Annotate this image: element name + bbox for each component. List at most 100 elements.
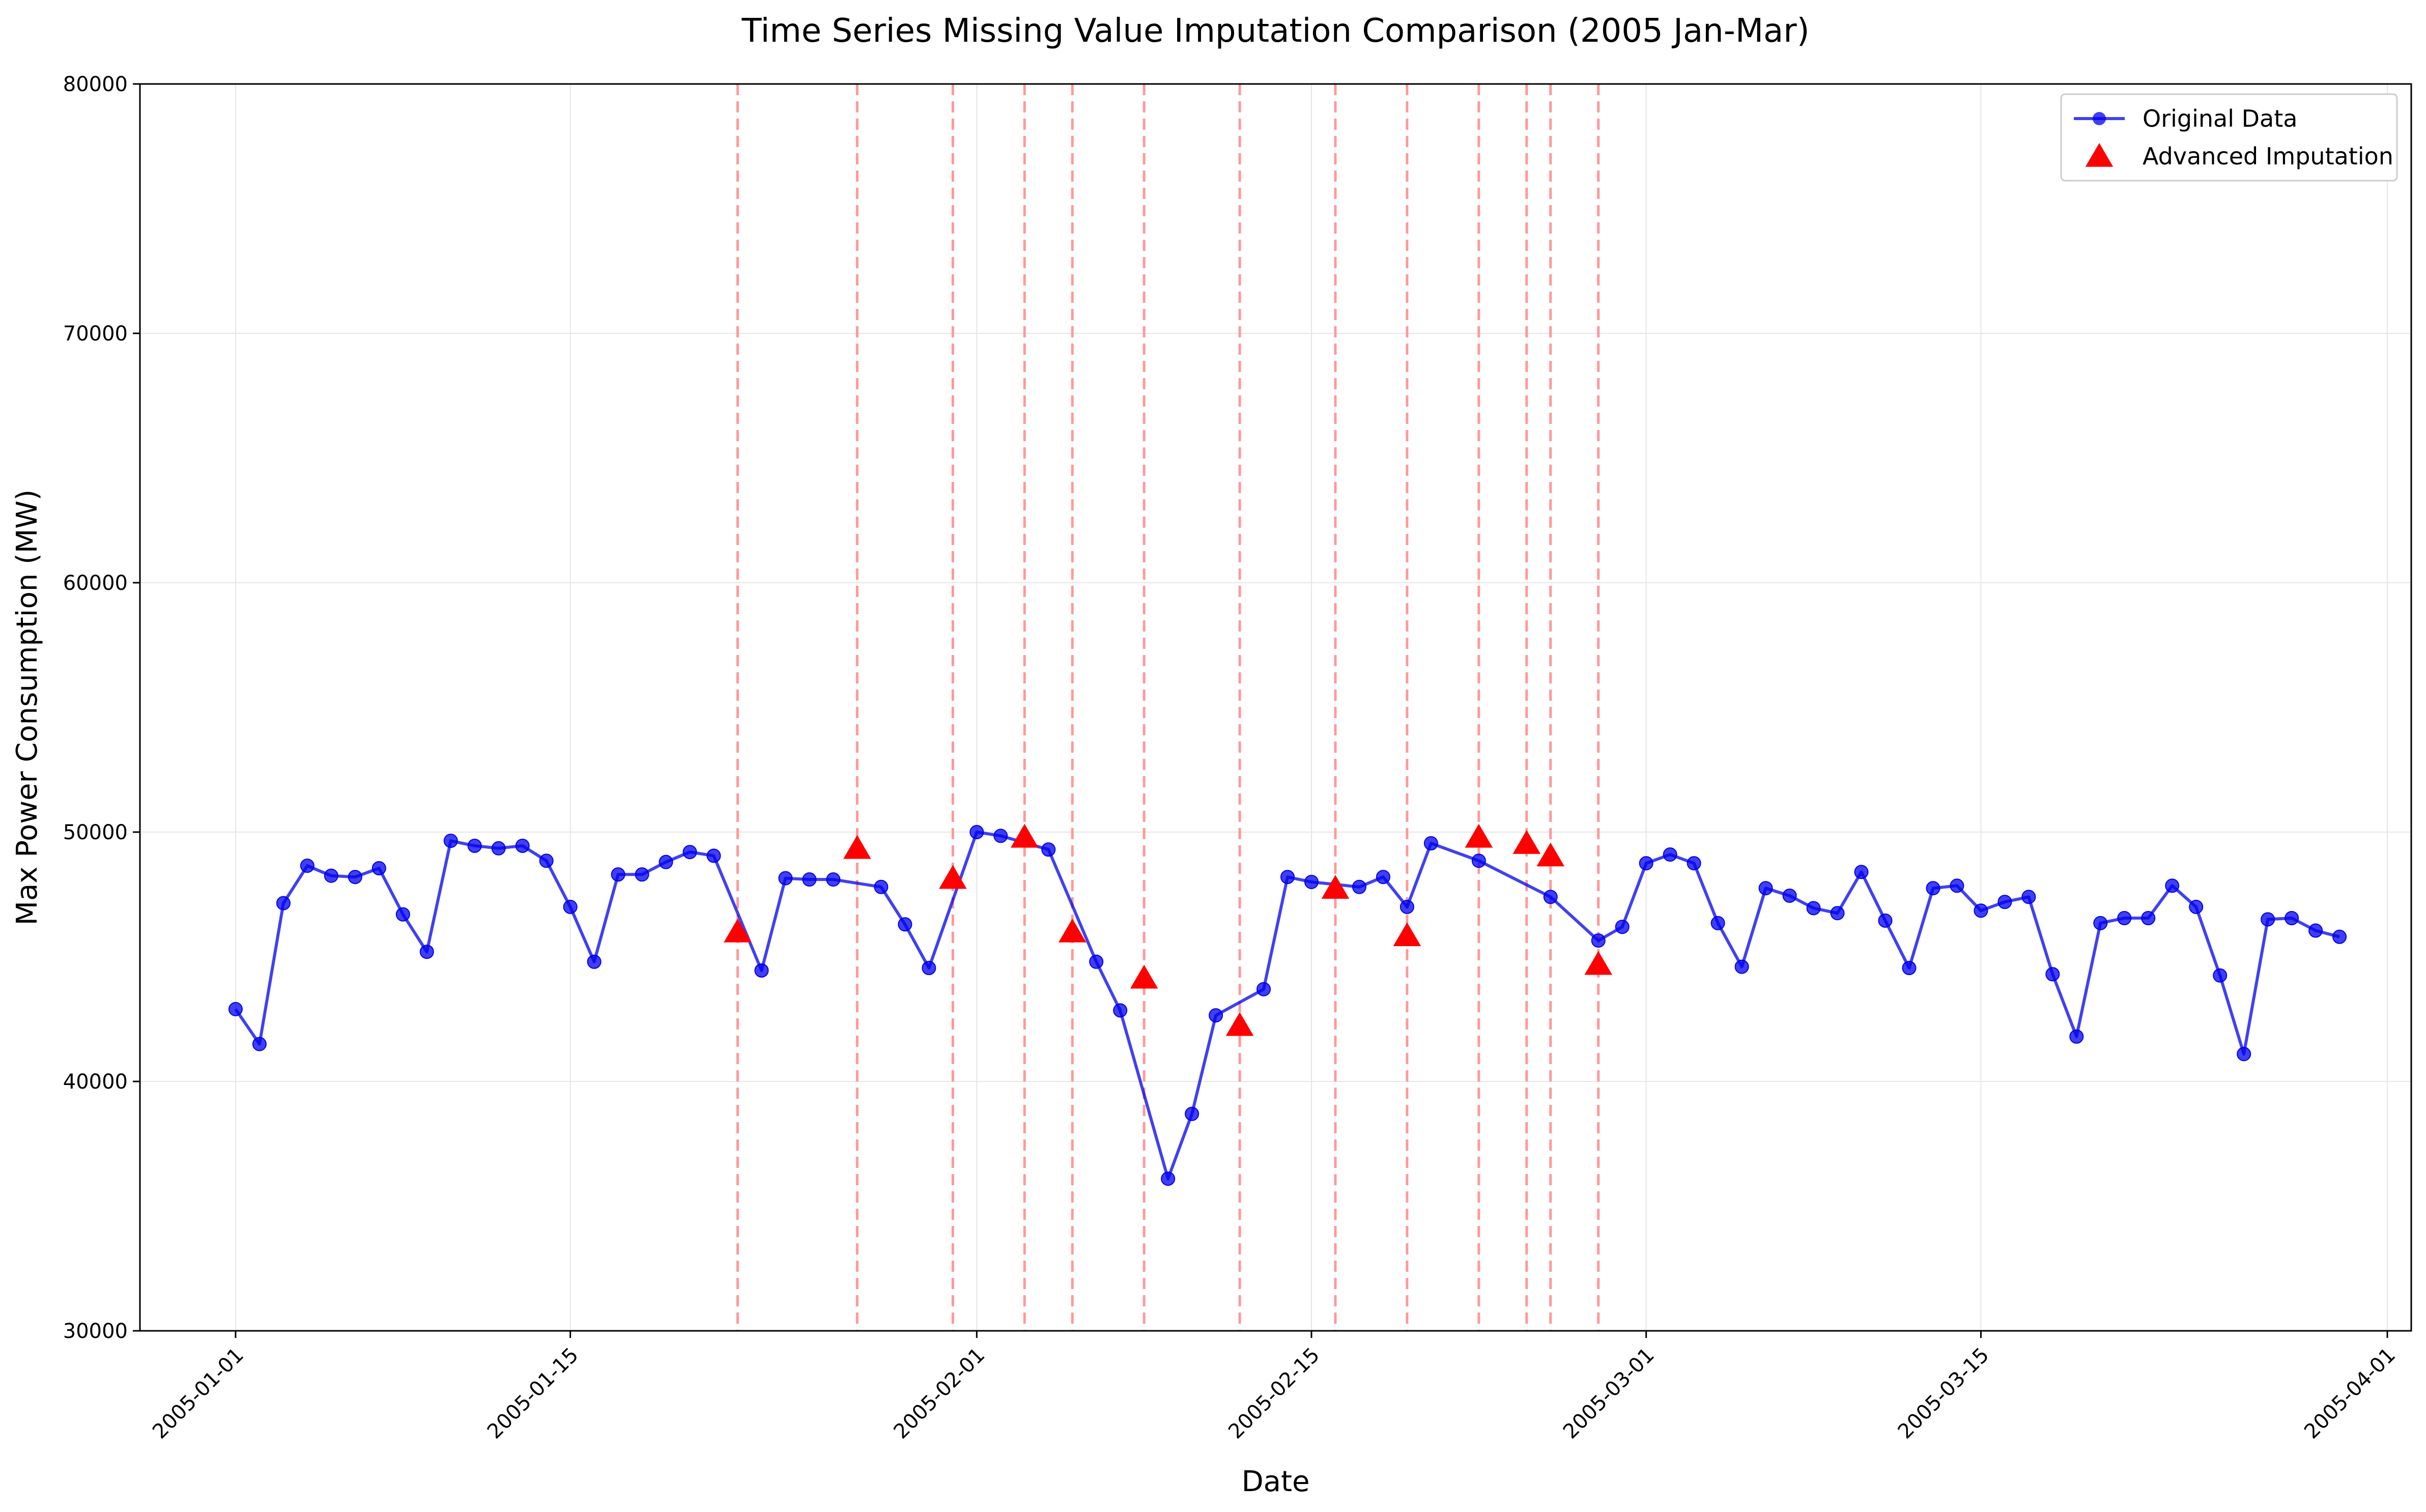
original-data-point xyxy=(922,961,936,976)
y-axis-label: Max Power Consumption (MW) xyxy=(11,490,44,926)
y-tick-label: 80000 xyxy=(63,73,128,96)
plot-frame xyxy=(139,83,2412,1332)
imputed-data-point xyxy=(1321,875,1350,899)
original-data-point xyxy=(682,845,697,860)
original-data-point xyxy=(1280,870,1295,885)
imputed-data-point xyxy=(1584,951,1613,975)
imputed-data-point xyxy=(1058,919,1087,943)
original-data-point xyxy=(372,861,386,876)
original-data-point xyxy=(563,900,578,914)
original-data-point xyxy=(395,907,410,922)
original-data-point xyxy=(659,854,673,869)
original-data-point xyxy=(1878,913,1893,928)
imputed-data-point xyxy=(1010,823,1039,848)
original-data-point xyxy=(2308,923,2323,938)
original-data-point xyxy=(2285,911,2299,926)
original-data-point xyxy=(1639,856,1653,871)
original-data-point xyxy=(1806,901,1821,916)
original-data-point xyxy=(611,867,625,882)
original-data-point xyxy=(635,867,649,882)
original-data-point xyxy=(1400,900,1414,914)
original-data-point xyxy=(1950,878,1964,893)
original-data-point xyxy=(2189,900,2204,914)
original-data-point xyxy=(1926,881,1940,896)
imputed-data-point xyxy=(938,865,967,889)
original-data-point xyxy=(1687,856,1701,871)
imputed-data-point xyxy=(724,919,752,943)
original-data-point xyxy=(515,838,530,853)
imputed-data-point xyxy=(1225,1012,1254,1036)
original-data-point xyxy=(539,853,554,868)
original-data-point xyxy=(1376,870,1390,885)
original-data-point xyxy=(1089,954,1104,969)
original-data-point xyxy=(2045,967,2060,982)
original-data-point xyxy=(898,917,912,932)
original-data-point xyxy=(2117,911,2132,926)
legend-box xyxy=(2060,93,2398,182)
original-data-point xyxy=(1902,961,1917,976)
original-data-point xyxy=(1830,906,1845,921)
original-data-point xyxy=(1782,888,1797,903)
original-data-point xyxy=(419,945,434,959)
original-data-point xyxy=(2021,890,2036,904)
imputed-data-point xyxy=(1512,830,1541,854)
imputed-data-point xyxy=(843,835,871,859)
original-data-point xyxy=(706,848,721,863)
legend-label-imputed: Advanced Imputation xyxy=(2143,142,2393,170)
original-data-point xyxy=(1758,881,1773,896)
original-data-point xyxy=(2165,878,2180,893)
original-data-point xyxy=(1041,842,1056,857)
original-data-point xyxy=(1615,920,1630,934)
original-data-point xyxy=(1471,853,1486,868)
imputed-data-point xyxy=(1465,823,1493,848)
original-data-point xyxy=(2141,911,2156,926)
legend: Original Data Advanced Imputation xyxy=(2060,93,2398,182)
original-data-point xyxy=(2261,912,2275,927)
original-data-point xyxy=(1185,1106,1200,1121)
legend-marker-imputed xyxy=(2085,143,2114,167)
original-data-point xyxy=(993,829,1008,843)
missing-date-markers xyxy=(736,84,1600,1331)
chart-title: Time Series Missing Value Imputation Com… xyxy=(741,12,1809,50)
imputed-data-point xyxy=(1393,922,1421,947)
original-data-point xyxy=(491,841,506,855)
original-data-point xyxy=(1854,865,1869,879)
original-data-point xyxy=(276,896,291,910)
original-data-point xyxy=(1710,916,1725,930)
original-data-point xyxy=(2332,929,2347,944)
original-data-point xyxy=(1423,836,1438,851)
original-data-point xyxy=(754,963,769,978)
original-data-point xyxy=(2237,1047,2251,1062)
original-data-point xyxy=(1591,933,1606,948)
original-data-point xyxy=(1997,895,2012,909)
original-data-point xyxy=(1161,1172,1176,1186)
original-data-point xyxy=(1113,1003,1128,1018)
original-data-point xyxy=(1304,875,1319,889)
original-data-point xyxy=(826,872,841,887)
original-data-point xyxy=(969,825,984,839)
original-data-point xyxy=(802,872,817,887)
x-axis-label: Date xyxy=(1242,1465,1310,1498)
original-data-point xyxy=(874,879,889,894)
original-data-point xyxy=(300,859,315,873)
y-tick-label: 30000 xyxy=(63,1320,128,1343)
original-data-point xyxy=(778,871,793,886)
original-data-point xyxy=(2213,968,2228,983)
original-data-point xyxy=(587,954,602,969)
y-tick-label: 70000 xyxy=(63,322,128,346)
legend-marker-original xyxy=(2093,112,2106,125)
original-data-point xyxy=(467,838,482,853)
series-layer xyxy=(228,823,2347,1186)
original-data-point xyxy=(2069,1029,2084,1044)
legend-label-original: Original Data xyxy=(2143,105,2297,132)
y-tick-label: 60000 xyxy=(63,572,128,595)
original-data-point xyxy=(443,834,458,848)
original-data-point xyxy=(324,868,338,883)
imputed-data-point xyxy=(1130,964,1158,989)
y-tick-label: 40000 xyxy=(63,1070,128,1094)
original-data-point xyxy=(1663,847,1677,862)
original-data-point xyxy=(1209,1008,1223,1023)
